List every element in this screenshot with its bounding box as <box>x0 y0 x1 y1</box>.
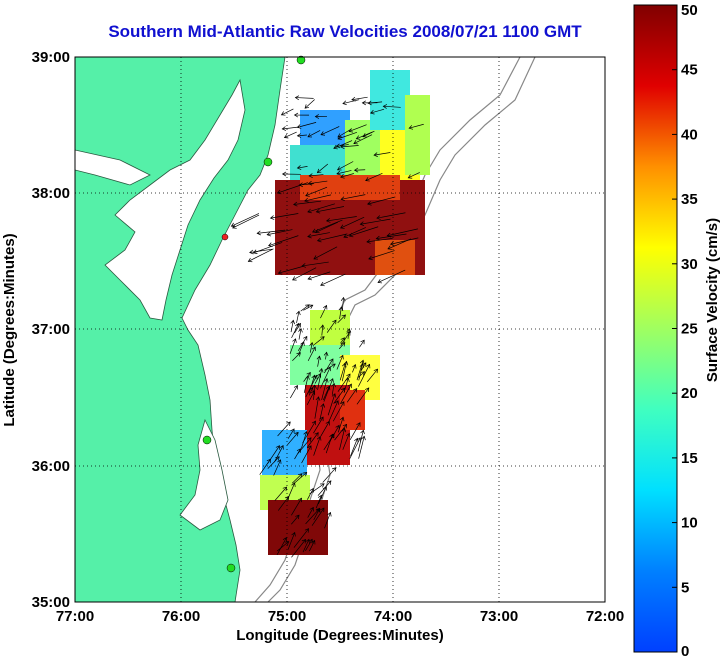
map-title: Southern Mid-Atlantic Raw Velocities 200… <box>108 22 582 41</box>
colorbar-scale <box>633 4 678 653</box>
colorbar-tick-label: 20 <box>681 385 698 402</box>
colorbar-tick-label: 0 <box>681 643 689 659</box>
colorbar-tick-label: 50 <box>681 2 698 19</box>
grid-lines <box>75 57 605 602</box>
x-tick-label: 77:00 <box>56 608 94 625</box>
x-tick-label: 76:00 <box>162 608 200 625</box>
x-axis-label: Longitude (Degrees:Minutes) <box>236 627 444 644</box>
bay <box>104 78 246 321</box>
inlet <box>75 149 151 186</box>
sound <box>179 418 229 531</box>
station-marker <box>221 233 229 241</box>
colorbar-tick-label: 25 <box>681 321 698 338</box>
x-tick-label: 74:00 <box>374 608 412 625</box>
colorbar-label: Surface Velocity (cm/s) <box>704 218 721 382</box>
velocity-vectors <box>230 95 424 558</box>
x-tick-label: 75:00 <box>268 608 306 625</box>
colorbar: 0 5 10 15 20 25 30 35 40 45 50 Surface Velocity (c… <box>633 2 721 659</box>
colorbar-tick-label: 40 <box>681 126 698 143</box>
x-tick-label: 72:00 <box>586 608 624 625</box>
y-tick-label: 39:00 <box>32 49 70 66</box>
y-axis: 39:00 38:00 37:00 36:00 35:00 Latitude (… <box>1 49 70 611</box>
x-tick-label: 73:00 <box>480 608 518 625</box>
y-tick-label: 37:00 <box>32 321 70 338</box>
y-tick-label: 36:00 <box>32 458 70 475</box>
plot-frame <box>74 56 606 603</box>
station-marker <box>296 55 306 65</box>
y-axis-label: Latitude (Degrees:Minutes) <box>1 233 18 426</box>
station-marker <box>202 435 212 445</box>
x-axis: 77:00 76:00 75:00 74:00 73:00 72:00 Long… <box>56 608 624 644</box>
radar-stations <box>202 55 306 573</box>
station-marker <box>226 563 236 573</box>
station-marker <box>263 157 273 167</box>
y-tick-label: 38:00 <box>32 185 70 202</box>
colorbar-tick-label: 45 <box>681 62 698 79</box>
colorbar-tick-label: 35 <box>681 191 698 208</box>
colorbar-tick-label: 5 <box>681 579 689 596</box>
y-tick-label: 35:00 <box>32 594 70 611</box>
colorbar-tick-label: 30 <box>681 256 698 273</box>
colorbar-tick-label: 10 <box>681 515 698 532</box>
colorbar-tick-label: 15 <box>681 450 698 467</box>
